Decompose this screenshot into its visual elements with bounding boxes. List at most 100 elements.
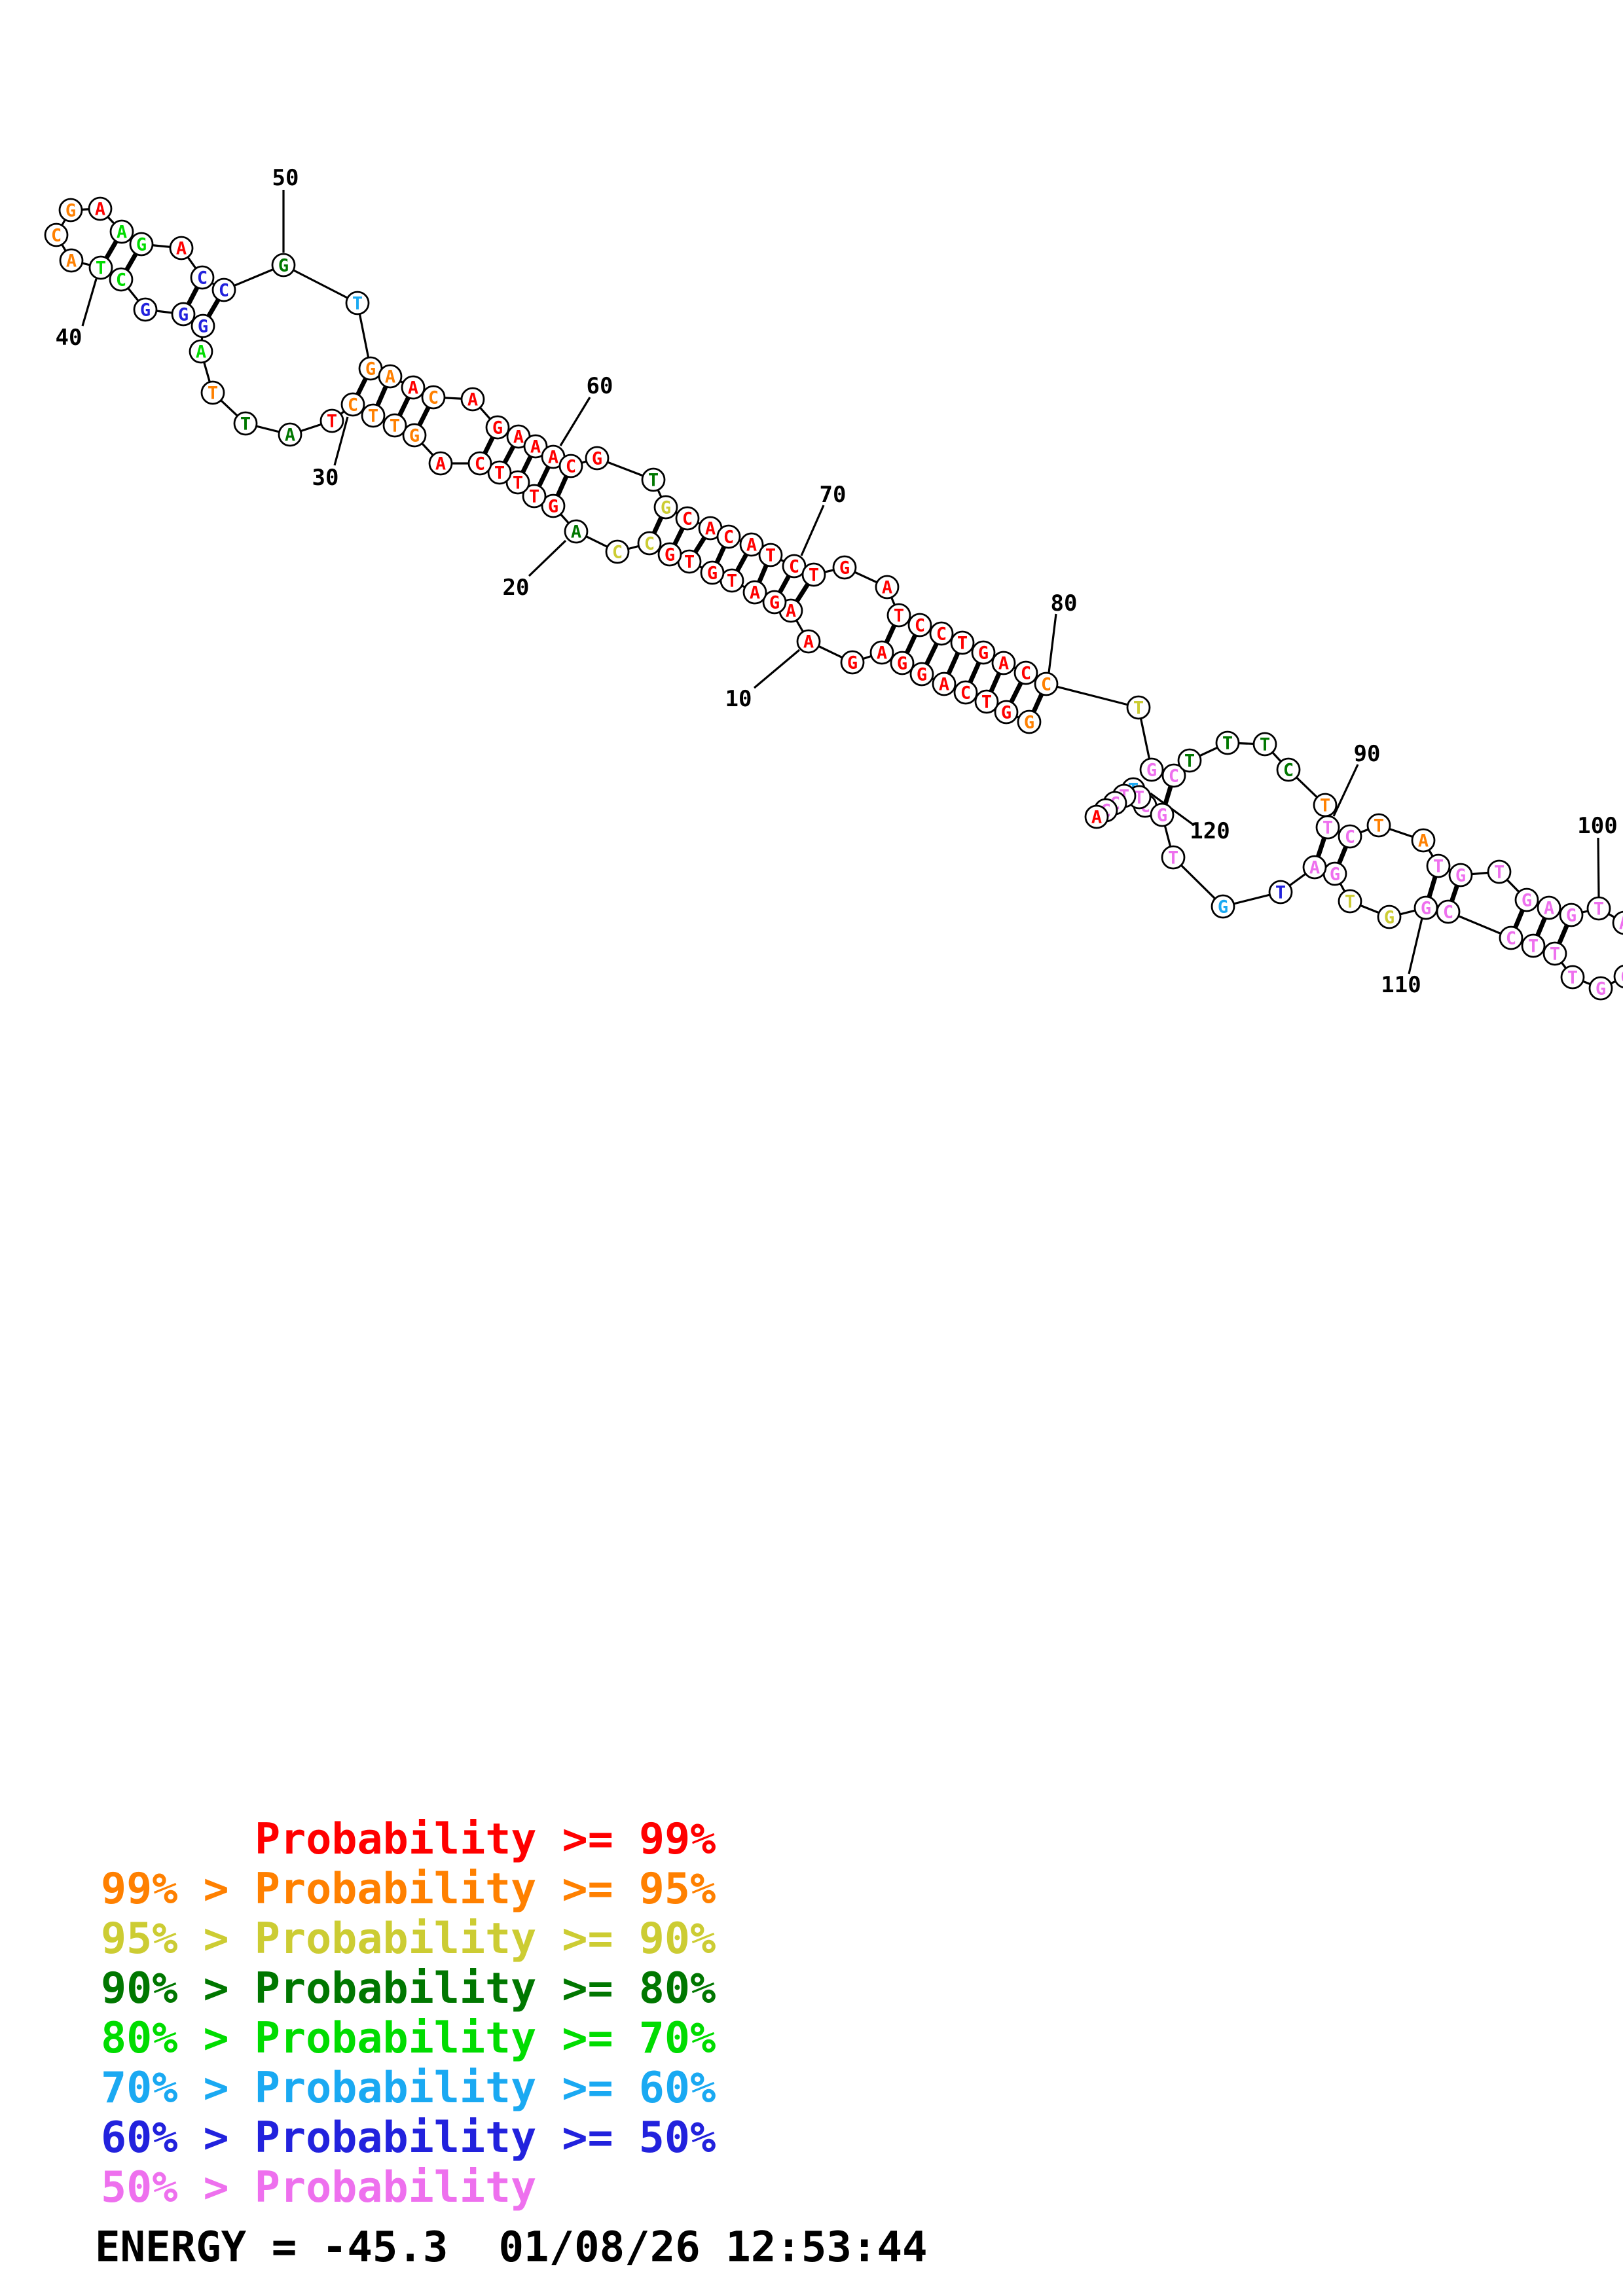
nucleotide-circle [1448,863,1473,888]
backbone-segment [283,264,358,304]
nucleotide-letter: T [1322,818,1333,838]
nucleotide-letter: A [66,251,77,272]
nucleotide-circle [189,339,213,364]
nucleotide-circle [716,524,741,549]
nucleotide-A-114: A [1302,855,1327,880]
nucleotide-A-79: A [991,651,1016,675]
nucleotide-T-117: T [1161,845,1186,870]
nucleotide-letter: T [1550,944,1560,965]
nucleotide-T-82: T [1126,695,1151,720]
nucleotide-A-68: A [739,532,764,557]
nucleotide-letter: C [1345,827,1355,848]
nucleotide-letter: T [1184,751,1195,772]
nucleotide-T-115: T [1268,880,1293,905]
nucleotide-circle [1034,672,1059,696]
nucleotide-circle [382,413,407,438]
nucleotide-A-98: A [1537,895,1561,920]
nucleotide-circle [211,278,236,302]
nucleotide-T-16: T [677,549,702,574]
nucleotide-letter: T [1133,698,1144,719]
nucleotide-circle [191,314,215,338]
nucleotide-T-69: T [758,543,783,567]
nucleotide-T-31: T [319,408,344,433]
nucleotide-circle [971,640,996,665]
nucleotide-circle [345,291,370,315]
position-labels-layer: 10 20 30 40 50 60 70 80 90 100 110 120 [56,165,1618,998]
nucleotide-circle [742,580,767,605]
legend-line: 80% > Probability >= 70% [101,2014,716,2063]
nucleotide-circle [1139,757,1164,782]
nucleotide-circle [1560,965,1585,990]
nucleotide-C-18: C [637,531,662,556]
probability-legend: Probability >= 99% 99% > Probability >= … [101,1815,716,2212]
nucleotide-circle [950,630,975,655]
nucleotide-letter: T [894,606,904,626]
nucleotide-letter: T [1594,899,1604,920]
position-label-110: 110 [1381,972,1421,998]
nucleotide-circle [994,700,1019,725]
nucleotide-circle [1013,660,1038,685]
nucleotide-A-35: A [189,339,213,364]
nucleotide-G-99: G [1559,903,1584,927]
nucleotide-circle [1315,815,1340,840]
nucleotide-letter: T [390,416,400,437]
nucleotide-circle [564,519,589,544]
nucleotide-A-56: A [460,387,485,412]
nucleotide-C-55: C [421,385,446,410]
nucleotide-C-49: C [211,278,236,302]
nucleotide-C-67: C [716,524,741,549]
nucleotide-letter: G [365,359,376,380]
nucleotide-letter: G [1522,891,1532,911]
nucleotide-A-47: A [169,236,194,260]
nucleotide-letter: A [467,390,478,410]
nucleotide-letter: T [1275,883,1286,903]
nucleotide-letter: C [1283,761,1294,781]
nucleotide-letter: T [96,259,106,279]
backbone-layer [55,207,1623,990]
position-label-leader [333,416,349,466]
nucleotide-letter: C [915,616,925,636]
nucleotide-letter: A [1091,808,1102,828]
nucleotide-T-33: T [233,411,258,436]
nucleotide-letter: A [285,425,295,446]
legend-line: 70% > Probability >= 60% [101,2064,716,2113]
nucleotide-G-78: G [971,640,996,665]
nucleotide-letter: G [198,317,208,337]
nucleotide-letter: G [140,300,151,321]
nucleotide-circle [832,555,857,580]
nucleotide-circle [1612,910,1623,935]
nucleotide-circle [657,542,682,567]
nucleotide-circle [1377,905,1402,929]
nucleotide-circle [1161,845,1186,870]
nucleotide-letter: C [1506,929,1516,949]
nucleotide-letter: G [917,665,927,685]
nucleotide-G-111: G [1377,905,1402,929]
nucleotide-letter: G [592,449,602,469]
nucleotide-A-125: A [1084,804,1109,829]
nucleotide-letter: T [529,487,539,507]
nucleotide-letter: G [1330,865,1340,885]
nucleotide-circle [485,415,510,440]
nucleotide-circle [88,196,113,221]
nucleotide-letter: C [1169,766,1179,787]
nucleotide-G-72: G [832,555,857,580]
nucleotide-letter: A [408,378,418,399]
nucleotide-letter: C [644,534,655,554]
position-label-leader [1408,918,1423,975]
legend-line: Probability >= 99% [255,1815,716,1864]
nucleotide-letter: G [1566,906,1577,926]
nucleotide-C-80: C [1013,660,1038,685]
nucleotide-letter: G [409,426,420,446]
nucleotide-letter: T [513,473,523,493]
nucleotide-A-53: A [378,364,403,389]
nucleotide-letter: C [1443,903,1453,923]
nucleotide-letter: C [1620,967,1623,988]
nucleotide-C-48: C [190,265,215,290]
nucleotide-letter: T [1528,937,1539,957]
nucleotide-circle [1521,933,1546,958]
nucleotide-circle [505,470,530,495]
nucleotide-letter: A [196,342,206,363]
nucleotide-circle [700,560,725,585]
nucleotide-G-57: G [485,415,510,440]
nucleotide-T-77: T [950,630,975,655]
